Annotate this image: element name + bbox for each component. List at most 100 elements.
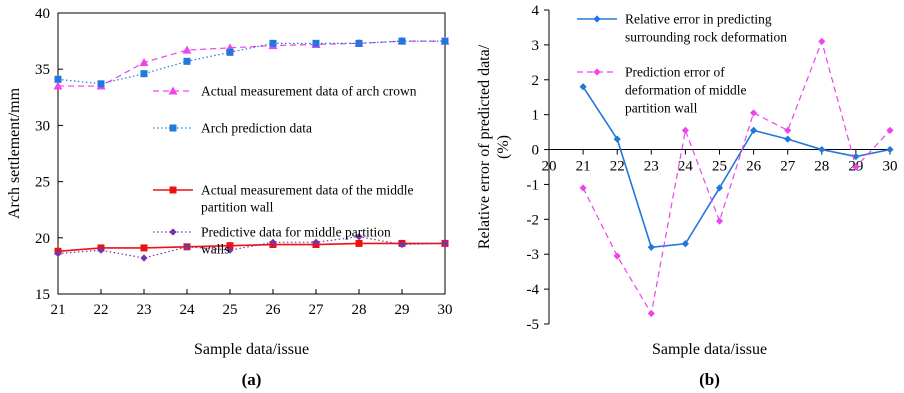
data-point bbox=[355, 239, 363, 247]
data-point bbox=[441, 37, 449, 45]
data-point bbox=[97, 246, 105, 254]
data-point bbox=[226, 242, 234, 250]
data-point bbox=[681, 240, 689, 248]
data-point bbox=[398, 37, 406, 45]
data-point bbox=[269, 39, 277, 47]
legend: Actual measurement data of arch crown Arc… bbox=[153, 84, 417, 257]
x-tick-label: 26 bbox=[746, 159, 762, 175]
x-tick-label: 23 bbox=[644, 159, 659, 175]
x-tick-label: 30 bbox=[438, 302, 453, 318]
series-2 bbox=[54, 239, 449, 255]
data-point bbox=[784, 135, 792, 143]
series-line bbox=[582, 86, 891, 249]
panel-label: (a) bbox=[242, 370, 262, 389]
x-tick-label: 25 bbox=[712, 159, 727, 175]
data-point bbox=[355, 39, 363, 47]
data-point bbox=[715, 184, 724, 192]
y-axis-label-unit: (%) bbox=[495, 135, 512, 159]
data-point bbox=[886, 126, 894, 134]
x-tick-label: 22 bbox=[610, 159, 625, 175]
series-line bbox=[58, 40, 445, 87]
series-1 bbox=[579, 37, 894, 318]
y-axis-label: Arch settlement/mm bbox=[6, 87, 23, 219]
data-point bbox=[613, 135, 621, 143]
legend-item: Relative error in predicting surrounding … bbox=[577, 12, 787, 45]
data-point bbox=[54, 75, 62, 83]
legend-label: Relative error in predicting bbox=[625, 12, 772, 27]
y-tick-label: 4 bbox=[532, 3, 540, 19]
series-0 bbox=[53, 36, 450, 90]
data-point bbox=[681, 126, 689, 134]
data-point bbox=[852, 163, 860, 171]
legend-marker bbox=[169, 228, 177, 236]
legend-label: surrounding rock deformation bbox=[625, 30, 787, 45]
data-point bbox=[579, 83, 587, 91]
x-axis-label: Sample data/issue bbox=[652, 341, 767, 358]
x-axis-label: Sample data/issue bbox=[194, 341, 309, 358]
panel-label: (b) bbox=[699, 370, 720, 389]
legend-item: Arch prediction data bbox=[153, 121, 312, 136]
plot-frame bbox=[57, 12, 446, 295]
series-0 bbox=[579, 83, 894, 251]
legend-marker bbox=[169, 186, 177, 194]
data-point bbox=[53, 81, 63, 90]
y-tick-label: -1 bbox=[527, 177, 540, 193]
y-tick-label: 15 bbox=[35, 287, 50, 303]
y-tick-label: 35 bbox=[35, 62, 50, 78]
legend-label: Arch prediction data bbox=[201, 121, 312, 136]
y-tick-label: 30 bbox=[35, 118, 50, 134]
data-point bbox=[140, 254, 148, 262]
data-point bbox=[818, 145, 826, 154]
data-point bbox=[784, 126, 792, 134]
legend-marker bbox=[593, 15, 601, 23]
data-point bbox=[140, 244, 148, 252]
legend-label: walls bbox=[201, 242, 230, 257]
x-tick-label: 30 bbox=[883, 159, 898, 175]
x-tick-label: 28 bbox=[352, 302, 367, 318]
data-point bbox=[226, 48, 234, 56]
series-1 bbox=[54, 37, 449, 88]
legend: Relative error in predicting surrounding … bbox=[577, 12, 787, 116]
data-point bbox=[226, 246, 234, 254]
y-axis-label: Relative error of predicted data/ bbox=[476, 44, 493, 249]
y-tick-label: -4 bbox=[527, 282, 540, 298]
legend-item: Actual measurement data of arch crown bbox=[153, 84, 417, 99]
data-point bbox=[818, 37, 826, 45]
legend-label: partition wall bbox=[201, 200, 274, 215]
y-tick-label: 0 bbox=[532, 143, 540, 159]
legend-label: Prediction error of bbox=[625, 65, 725, 80]
x-tick-label: 20 bbox=[542, 159, 557, 175]
legend-marker bbox=[168, 86, 178, 95]
data-point bbox=[97, 80, 105, 88]
legend-marker bbox=[593, 68, 601, 76]
y-tick-label: -3 bbox=[527, 247, 540, 263]
data-point bbox=[579, 184, 587, 192]
chart-b: -5-4-3-2-1012342021222324252627282930Sam… bbox=[476, 3, 898, 389]
x-tick-label: 25 bbox=[223, 302, 238, 318]
series-line bbox=[57, 40, 445, 85]
chart-a: 15 20 25 30 35 40 21 22 23 24 25 26 27 28 29 30 Sample d… bbox=[6, 6, 453, 389]
x-tick-label: 23 bbox=[137, 302, 152, 318]
data-point bbox=[647, 243, 655, 251]
data-point bbox=[852, 152, 860, 161]
data-point bbox=[355, 233, 363, 241]
legend-item: Prediction error of deformation of middle… bbox=[577, 65, 746, 116]
data-point bbox=[441, 239, 449, 248]
y-tick-label: -5 bbox=[527, 317, 540, 333]
data-point bbox=[398, 240, 406, 249]
series-3 bbox=[54, 233, 449, 262]
legend-marker bbox=[169, 124, 177, 132]
y-tick-label: 3 bbox=[532, 38, 540, 54]
data-point bbox=[715, 217, 724, 225]
x-tick-label: 28 bbox=[814, 159, 829, 175]
x-tick-label: 24 bbox=[678, 159, 694, 175]
y-tick-label: -2 bbox=[527, 212, 540, 228]
legend-item: Actual measurement data of the middle par… bbox=[153, 183, 414, 215]
y-tick-label: 40 bbox=[35, 6, 50, 22]
y-tick-label: 20 bbox=[35, 231, 50, 247]
data-point bbox=[613, 252, 621, 260]
data-point bbox=[54, 249, 62, 258]
legend-label: Predictive data for middle partition bbox=[201, 225, 391, 240]
x-tick-label: 27 bbox=[780, 159, 796, 175]
